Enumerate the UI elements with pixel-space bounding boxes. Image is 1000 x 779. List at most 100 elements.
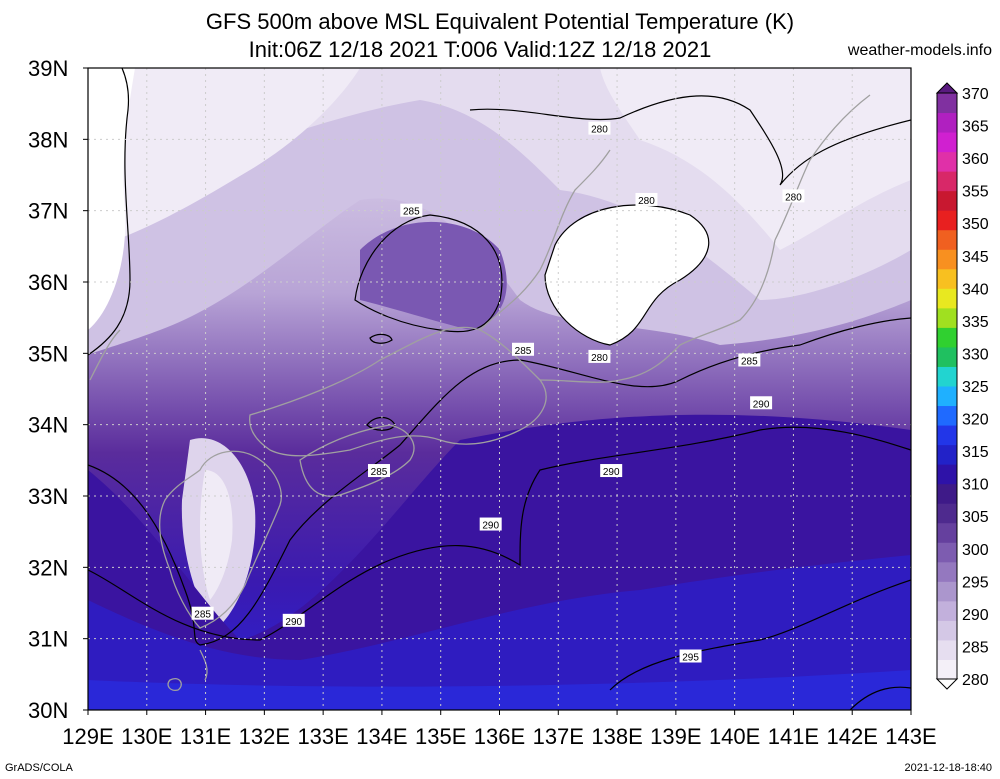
- colorbar-label: 330: [962, 346, 989, 363]
- contour-label-bg: [588, 121, 611, 135]
- colorbar-swatch: [937, 639, 957, 660]
- contour-label-text: 280: [638, 196, 655, 207]
- colorbar-label: 315: [962, 444, 989, 461]
- colorbar-label: 310: [962, 477, 989, 494]
- colorbar-label: 305: [962, 509, 989, 526]
- colorbar-label: 335: [962, 314, 989, 331]
- contour-label-bg: [282, 613, 305, 627]
- colorbar-swatch: [937, 93, 957, 114]
- colorbar-swatch: [937, 405, 957, 426]
- contour-label-text: 285: [371, 467, 388, 478]
- colorbar-label: 325: [962, 379, 989, 396]
- contour-label-text: 285: [194, 610, 211, 621]
- colorbar-swatch: [937, 464, 957, 485]
- contour-label-text: 290: [482, 521, 499, 532]
- footer-credit: GrADS/COLA: [5, 762, 73, 774]
- lat-label: 32N: [28, 555, 68, 580]
- colorbar-label: 290: [962, 607, 989, 624]
- contour-label: 285: [738, 353, 761, 367]
- coastlines: [89, 94, 871, 691]
- colorbar-swatch: [937, 386, 957, 407]
- colorbar-swatch: [937, 581, 957, 602]
- lon-label: 131E: [180, 724, 231, 749]
- lon-label: 135E: [415, 724, 466, 749]
- contour-label: 280: [588, 121, 611, 136]
- lat-axis-labels: 30N 31N 32N 33N 34N 35N 36N 37N 38N 39N: [28, 56, 88, 723]
- colorbar-swatch: [937, 229, 957, 250]
- colorbar-label: 345: [962, 249, 989, 266]
- lat-label: 39N: [28, 56, 68, 81]
- colorbar-swatch: [937, 190, 957, 211]
- lon-label: 143E: [885, 724, 936, 749]
- lat-lon-grid: [88, 68, 911, 710]
- contour-label-text: 290: [603, 467, 620, 478]
- colorbar-label: 340: [962, 281, 989, 298]
- contour-label: 285: [191, 606, 214, 621]
- chart-subtitle: Init:06Z 12/18 2021 T:006 Valid:12Z 12/1…: [248, 37, 712, 62]
- lon-label: 134E: [356, 724, 407, 749]
- contour-label-bg: [679, 649, 702, 663]
- contour-label-bg: [479, 517, 502, 531]
- colorbar-label: 285: [962, 639, 989, 656]
- colorbar-swatch: [937, 307, 957, 328]
- colorbar-swatch: [937, 600, 957, 621]
- colorbar-swatch: [937, 112, 957, 133]
- colorbar: 280 285 290 295 300 305 310 315 320 325 330 335 340 3…: [935, 82, 989, 690]
- contour-label-text: 280: [785, 192, 802, 203]
- colorbar-swatch: [937, 151, 957, 172]
- colorbar-label: 365: [962, 119, 989, 136]
- lat-label: 31N: [28, 627, 68, 652]
- footer-timestamp: 2021-12-18-18:40: [904, 762, 992, 774]
- chart-title: GFS 500m above MSL Equivalent Potential …: [205, 9, 795, 34]
- colorbar-swatch: [937, 561, 957, 582]
- colorbar-swatch: [937, 268, 957, 289]
- colorbar-swatch: [937, 483, 957, 504]
- contour-label: 290: [282, 613, 305, 628]
- contour-label-bg: [588, 349, 611, 363]
- colorbar-label: 300: [962, 542, 989, 559]
- lon-label: 136E: [474, 724, 525, 749]
- colorbar-swatch: [937, 425, 957, 446]
- source-site: weather-models.info: [847, 42, 992, 59]
- lon-label: 140E: [709, 724, 760, 749]
- lat-label: 37N: [28, 199, 68, 224]
- lon-label: 138E: [591, 724, 642, 749]
- contour-label: 285: [400, 203, 423, 218]
- contour-lines: [88, 68, 911, 710]
- contour-labels: 280 280 280 280 285 285 285 285 285 290 290 290 290 2…: [191, 121, 805, 664]
- contour-label-bg: [191, 606, 214, 620]
- contour-label: 285: [512, 342, 535, 357]
- colorbar-swatch: [937, 366, 957, 387]
- lon-label: 142E: [827, 724, 878, 749]
- lat-label: 33N: [28, 484, 68, 509]
- lon-label: 139E: [650, 724, 701, 749]
- contour-label-bg: [782, 189, 805, 203]
- contour-label: 290: [479, 517, 502, 532]
- colorbar-swatch: [937, 210, 957, 231]
- contour-label-bg: [400, 203, 423, 217]
- lat-label: 36N: [28, 270, 68, 295]
- lon-label: 141E: [768, 724, 819, 749]
- colorbar-swatch: [937, 288, 957, 309]
- colorbar-swatch: [937, 171, 957, 192]
- contour-label: 280: [782, 189, 805, 203]
- contour-label-text: 285: [403, 207, 420, 218]
- colorbar-swatch: [937, 542, 957, 563]
- colorbar-label: 350: [962, 216, 989, 233]
- contour-label-bg: [750, 396, 773, 410]
- contour-label-text: 285: [741, 356, 758, 367]
- lon-axis-labels: 129E 130E 131E 132E 133E 134E 135E 136E 137E 138E…: [62, 710, 937, 749]
- colorbar-label: 360: [962, 151, 989, 168]
- contour-label-bg: [367, 464, 390, 478]
- lat-label: 34N: [28, 413, 68, 438]
- colorbar-label: 320: [962, 412, 989, 429]
- colorbar-swatch: [937, 522, 957, 543]
- colorbar-top-arrow: [935, 82, 959, 94]
- lon-label: 132E: [239, 724, 290, 749]
- lon-label: 137E: [533, 724, 584, 749]
- contour-label: 290: [750, 396, 773, 410]
- contour-label: 280: [588, 349, 611, 364]
- contour-label-text: 285: [515, 346, 532, 357]
- colorbar-bottom-arrow: [935, 678, 959, 690]
